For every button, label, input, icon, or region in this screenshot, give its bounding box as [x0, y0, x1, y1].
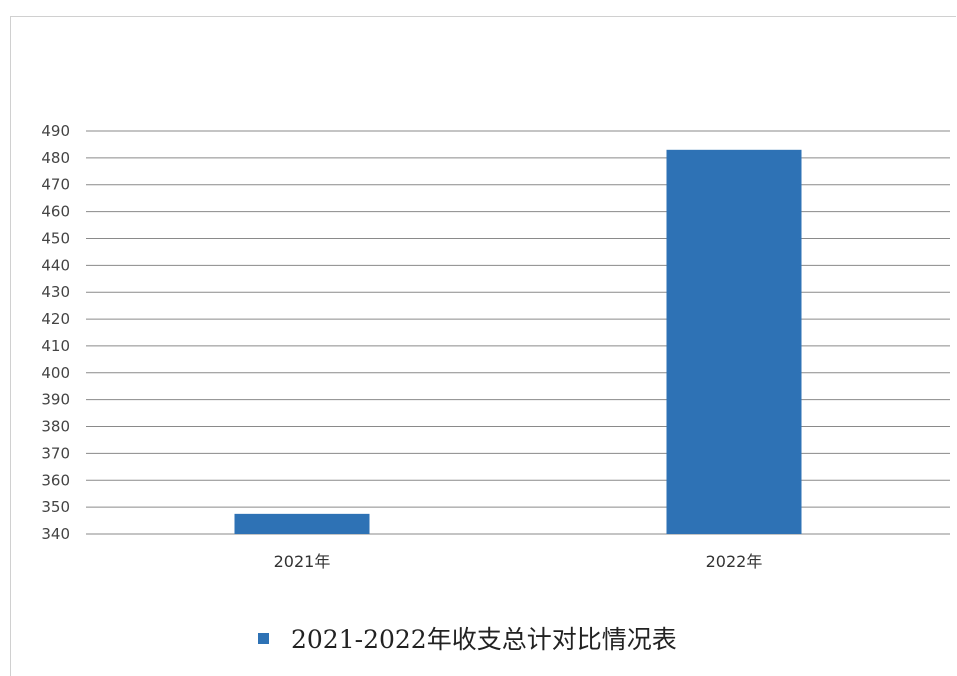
legend: 2021-2022年收支总计对比情况表: [258, 622, 677, 654]
y-tick-label: 400: [41, 364, 70, 382]
bar-0: [234, 513, 370, 534]
bar-1: [666, 149, 802, 534]
y-tick-label: 340: [41, 525, 70, 543]
y-tick-label: 390: [41, 391, 70, 409]
y-tick-label: 440: [41, 256, 70, 274]
y-tick-label: 370: [41, 444, 70, 462]
x-category-label: 2022年: [706, 552, 763, 571]
bars: [234, 149, 802, 534]
y-tick-label: 450: [41, 229, 70, 247]
legend-label: 2021-2022年收支总计对比情况表: [291, 625, 677, 654]
y-tick-label: 490: [41, 122, 70, 140]
x-axis-category-labels: 2021年 2022年: [274, 552, 763, 571]
y-axis-tick-labels: 340 350 360 370 380 390 400 410 420 430 440 450 460 4…: [41, 122, 70, 543]
y-tick-label: 480: [41, 149, 70, 167]
y-tick-label: 430: [41, 283, 70, 301]
y-tick-label: 380: [41, 418, 70, 436]
legend-swatch: [258, 632, 269, 644]
chart-frame: [10, 16, 956, 676]
y-tick-label: 420: [41, 310, 70, 328]
y-tick-label: 470: [41, 176, 70, 194]
y-tick-label: 360: [41, 471, 70, 489]
y-tick-label: 460: [41, 203, 70, 221]
gridlines: [86, 130, 950, 535]
x-category-label: 2021年: [274, 552, 331, 571]
y-tick-label: 350: [41, 498, 70, 516]
y-tick-label: 410: [41, 337, 70, 355]
